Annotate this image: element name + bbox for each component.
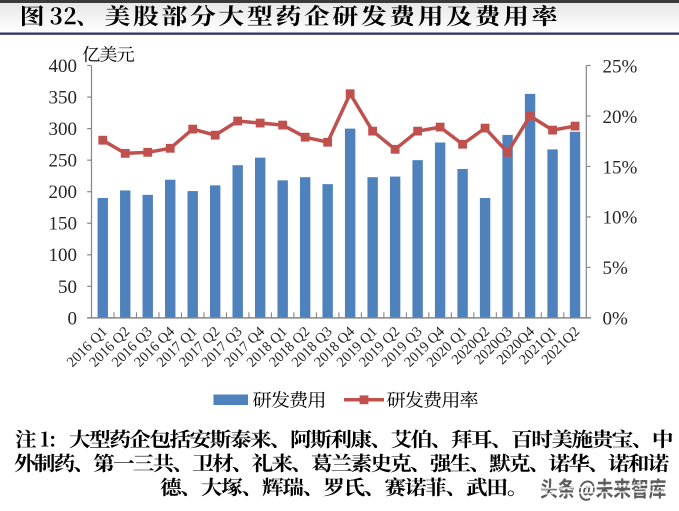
svg-text:400: 400 [49, 56, 78, 77]
svg-text:15%: 15% [603, 157, 638, 178]
svg-text:0%: 0% [603, 309, 629, 330]
svg-text:200: 200 [49, 182, 78, 203]
svg-text:150: 150 [49, 214, 78, 235]
svg-text:25%: 25% [603, 56, 638, 77]
svg-text:10%: 10% [603, 208, 638, 229]
svg-text:250: 250 [49, 151, 78, 172]
svg-text:100: 100 [49, 245, 78, 266]
svg-text:350: 350 [49, 87, 78, 108]
svg-text:5%: 5% [603, 258, 629, 279]
svg-text:300: 300 [49, 119, 78, 140]
svg-text:0: 0 [68, 308, 78, 329]
svg-text:20%: 20% [603, 107, 638, 128]
svg-text:50: 50 [58, 277, 77, 298]
